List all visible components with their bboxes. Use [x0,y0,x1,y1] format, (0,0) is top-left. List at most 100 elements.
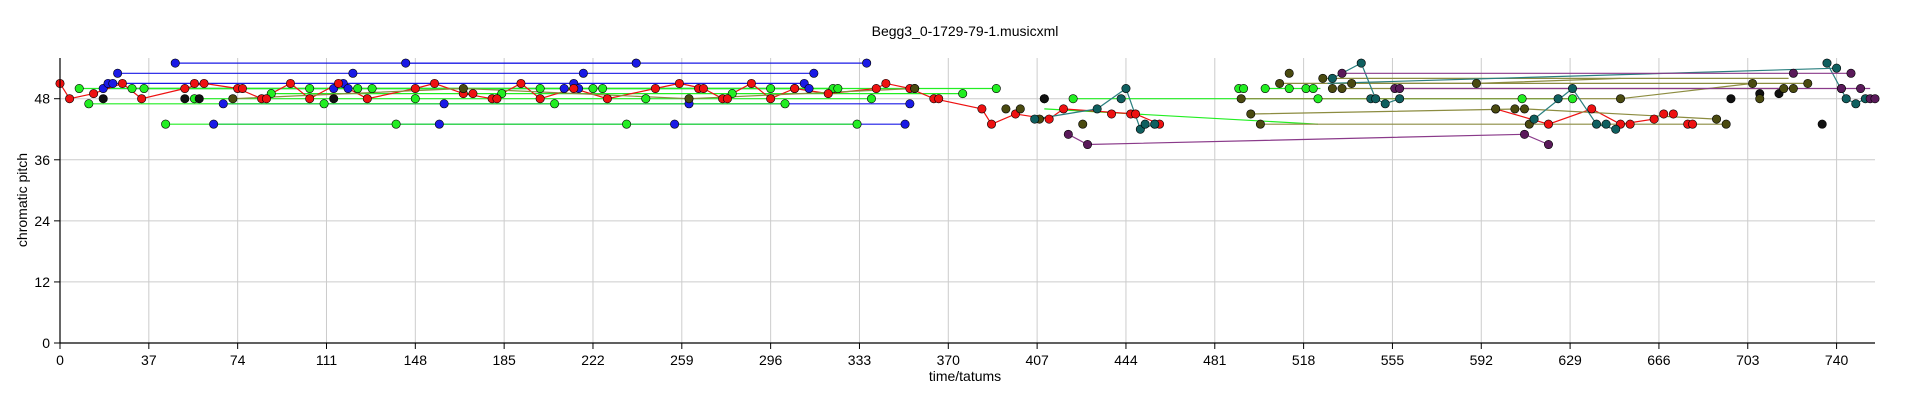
data-point-olive [1078,119,1088,129]
data-point-red [180,84,190,94]
data-point-olive [1347,78,1357,88]
data-point-purple [1395,84,1405,94]
data-point-green [161,119,171,129]
data-point-green [1568,94,1578,104]
data-point-olive [1712,114,1722,124]
data-point-olive [1001,104,1011,114]
data-point-teal [1116,94,1126,104]
data-point-green [391,119,401,129]
data-point-olive [1803,78,1813,88]
x-tick-label: 370 [937,352,961,368]
data-point-teal [1030,114,1040,124]
data-point-blue [343,84,353,94]
data-point-red [237,84,247,94]
data-point-teal [1356,58,1366,68]
x-tick-label: 74 [230,352,246,368]
data-point-purple [1337,68,1347,78]
data-point-red [823,89,833,99]
data-point-green [367,84,377,94]
data-point-olive [1275,78,1285,88]
data-point-green [958,89,968,99]
data-point-olive [1779,84,1789,94]
data-point-green [410,94,420,104]
x-tick-label: 0 [56,352,64,368]
data-point-olive [1337,84,1347,94]
data-point-olive [910,84,920,94]
y-tick-label: 0 [42,335,50,351]
x-axis-label: time/tatums [929,368,1001,384]
data-point-purple [1846,68,1856,78]
y-tick-label: 48 [34,91,50,107]
data-point-olive [1616,94,1626,104]
data-point-red [602,94,612,104]
data-point-red [1131,109,1141,119]
x-tick-label: 740 [1825,352,1849,368]
series-line-green [1044,108,1319,125]
data-point-green [766,84,776,94]
data-point-green [74,84,84,94]
data-point-blue [170,58,180,68]
data-point-teal [1601,119,1611,129]
y-tick-label: 24 [34,213,50,229]
data-point-red [569,84,579,94]
data-point-blue [209,119,219,129]
data-point-blue [218,99,228,109]
data-point-red [333,78,343,88]
data-point-olive [1255,119,1265,129]
data-point-red [698,84,708,94]
x-tick-label: 629 [1558,352,1582,368]
data-point-olive [1236,94,1246,104]
data-point-red [468,89,478,99]
data-point-red [362,94,372,104]
x-tick-label: 407 [1025,352,1049,368]
x-tick-label: 37 [141,352,157,368]
x-tick-label: 592 [1470,352,1494,368]
data-point-red [65,94,75,104]
data-point-green [550,99,560,109]
y-tick-label: 36 [34,152,50,168]
data-point-green [852,119,862,129]
data-point-olive [1491,104,1501,114]
data-point-green [1313,94,1323,104]
data-point-blue [809,68,819,78]
data-point-olive [1471,78,1481,88]
data-point-teal [1380,99,1390,109]
data-point-red [89,89,99,99]
data-point-red [261,94,271,104]
data-point-olive [1519,104,1529,114]
data-point-red [1688,119,1698,129]
data-point-purple [1788,68,1798,78]
data-point-teal [1611,124,1621,134]
axes: 0 37 74 111 148 185 222 259 296 333 370 407 444 481 51… [34,58,1875,368]
data-point-green [127,84,137,94]
data-point-black [1039,94,1049,104]
data-point-purple [1063,129,1073,139]
data-point-red [722,94,732,104]
data-point-black [180,94,190,104]
data-point-olive [1721,119,1731,129]
data-point-red [1649,114,1659,124]
data-point-red [410,84,420,94]
data-point-black [329,94,339,104]
data-point-red [674,78,684,88]
data-point-red [285,78,295,88]
data-point-olive [1015,104,1025,114]
data-point-green [319,99,329,109]
data-point-blue [631,58,641,68]
data-point-olive [1510,104,1520,114]
data-point-olive [228,94,238,104]
x-tick-label: 555 [1381,352,1405,368]
data-point-red [137,94,147,104]
data-point-blue [401,58,411,68]
series-line-teal [1327,67,1837,84]
data-point-blue [434,119,444,129]
data-point-red [430,78,440,88]
data-point-black [194,94,204,104]
data-point-red [305,94,315,104]
data-point-green [598,84,608,94]
data-point-green [139,84,149,94]
data-point-red [492,94,502,104]
data-point-green [1068,94,1078,104]
data-point-teal [1092,104,1102,114]
data-point-red [1059,104,1069,114]
